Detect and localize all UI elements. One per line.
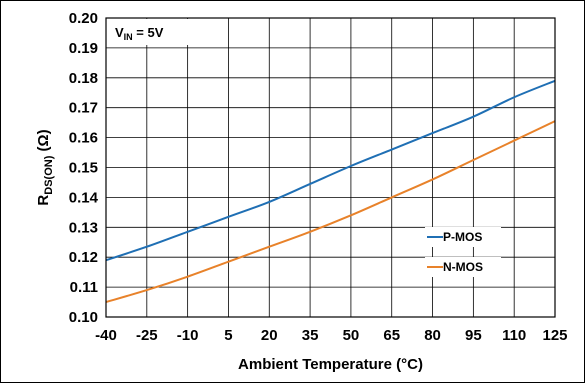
legend-label-p-mos: P-MOS xyxy=(443,230,482,244)
x-tick-labels: -40 -25 -10 5 20 35 50 65 80 95 110 125 xyxy=(95,327,567,344)
x-tick-label: 50 xyxy=(343,327,360,344)
x-tick-label: 20 xyxy=(261,327,278,344)
x-tick-label: -40 xyxy=(95,327,117,344)
y-axis-label-main: R xyxy=(35,195,52,206)
series-lines xyxy=(105,79,556,304)
y-axis-label-sub: DS(ON) xyxy=(43,155,55,194)
y-tick-labels: 0.10 0.11 0.12 0.13 0.14 0.15 0.16 0.17 0.18 0.19… xyxy=(69,10,99,326)
y-tick-label: 0.13 xyxy=(69,219,98,236)
x-tick-label: 35 xyxy=(302,327,319,344)
y-axis-label: RDS(ON) (Ω) xyxy=(35,129,55,205)
annotation-vin: VIN = 5V xyxy=(115,25,164,42)
series-line-n-mos xyxy=(105,120,556,304)
x-tick-label: 110 xyxy=(502,327,526,344)
legend-background xyxy=(425,257,501,277)
legend: P-MOS N-MOS xyxy=(425,227,501,277)
y-tick-label: 0.18 xyxy=(69,70,98,87)
y-tick-label: 0.16 xyxy=(69,130,98,147)
x-tick-label: -25 xyxy=(136,327,158,344)
legend-background xyxy=(425,227,501,247)
annotation-sub: IN xyxy=(124,32,133,42)
x-tick-label: 65 xyxy=(383,327,400,344)
x-tick-label: 95 xyxy=(465,327,482,344)
y-tick-label: 0.20 xyxy=(69,10,98,27)
grid xyxy=(106,18,555,317)
y-tick-label: 0.17 xyxy=(69,100,98,117)
y-tick-label: 0.19 xyxy=(69,40,98,57)
y-tick-label: 0.12 xyxy=(69,249,98,266)
annotation-box xyxy=(107,19,203,45)
x-tick-label: 125 xyxy=(542,327,567,344)
legend-label-n-mos: N-MOS xyxy=(443,260,483,274)
annotation-main: V xyxy=(115,25,124,40)
y-tick-label: 0.11 xyxy=(70,279,98,296)
x-axis-label: Ambient Temperature (°C) xyxy=(238,356,423,373)
annotation-rest: = 5V xyxy=(133,25,164,40)
y-tick-label: 0.15 xyxy=(69,160,98,177)
x-tick-label: 80 xyxy=(424,327,441,344)
x-tick-label: -10 xyxy=(177,327,199,344)
y-axis-label-unit: (Ω) xyxy=(35,129,52,155)
series-line-p-mos xyxy=(105,79,556,262)
y-tick-label: 0.10 xyxy=(69,309,98,326)
plot-border xyxy=(105,17,556,318)
x-tick-label: 5 xyxy=(224,327,232,344)
y-tick-label: 0.14 xyxy=(69,189,99,206)
